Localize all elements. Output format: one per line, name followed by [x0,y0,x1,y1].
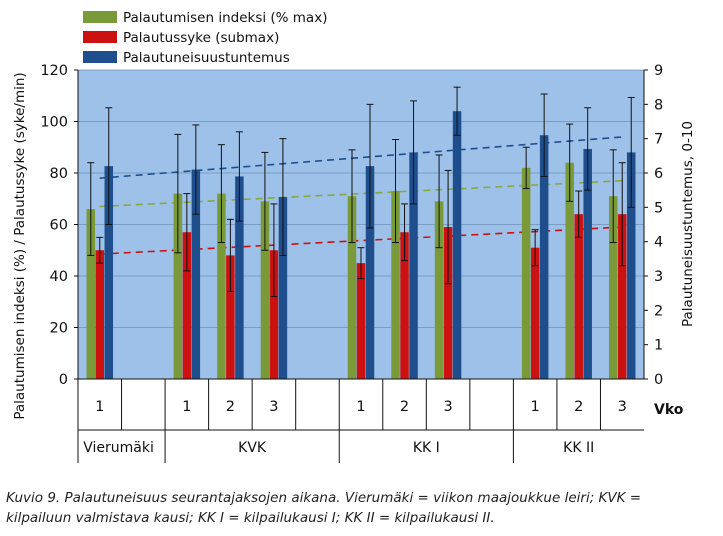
x-group-label: Vierumäki [83,440,154,456]
axes [77,70,645,463]
y-left-tick-label: 100 [40,115,68,131]
error-bars [87,86,635,298]
bar [565,162,574,379]
bar [583,148,592,379]
legend-label: Palautumisen indeksi (% max) [123,10,327,26]
x-axis-groups: Vierumäki KVK KK I KK II [83,440,594,456]
bar [173,193,183,379]
y-left-tick-label: 80 [50,166,68,182]
y-right-tick-label: 2 [654,303,663,319]
x-group-label: KVK [238,440,267,456]
y-right-tick-label: 9 [654,63,663,79]
x-axis-categories: 1 1 2 3 1 2 3 1 2 3 [95,399,627,415]
bar [269,250,279,379]
bar [608,196,618,379]
legend-label: Palautuneisuustuntemus [123,50,290,66]
legend: Palautumisen indeksi (% max) Palautussyke… [83,10,327,66]
legend-label: Palautussyke (submax) [123,30,279,46]
x-category-label: 3 [269,399,278,415]
bar [434,201,444,379]
bar [539,135,549,379]
bar [347,196,357,379]
x-category-label: 1 [531,399,540,415]
bar [217,193,226,379]
legend-swatch [83,51,117,63]
y-right-tick-label: 3 [654,269,663,285]
bar [226,255,235,379]
x-category-label: 1 [182,399,191,415]
bar [443,227,453,379]
x-category-label: 2 [400,399,409,415]
bar [400,232,409,379]
chart: Palautumisen indeksi (% max) Palautussyke… [12,10,696,463]
x-axis-label: Vko [654,402,684,418]
y-axis-right-ticks: 0 1 2 3 4 5 6 7 8 9 [644,63,663,388]
y-right-tick-label: 6 [654,166,663,182]
bar [626,152,636,379]
y-axis-right-label: Palautuneisuustuntemus, 0-10 [680,121,696,327]
x-category-label: 1 [95,399,104,415]
bar [191,169,201,379]
x-group-label: KK II [563,440,594,456]
y-right-tick-label: 1 [654,338,663,354]
bar [86,209,96,379]
y-axis-left-ticks: 0 20 40 60 80 100 120 [40,63,78,388]
y-left-tick-label: 60 [50,218,68,234]
bar [95,250,105,379]
bar [530,247,540,379]
legend-swatch [83,11,117,23]
bar [235,176,244,379]
bar [617,214,627,379]
legend-swatch [83,31,117,43]
bars [86,111,636,379]
bar [574,214,583,379]
y-right-tick-label: 7 [654,132,663,148]
x-category-label: 3 [618,399,627,415]
y-left-tick-label: 0 [59,372,68,388]
x-category-label: 1 [356,399,365,415]
x-category-label: 3 [443,399,452,415]
bar [521,167,531,379]
x-category-label: 2 [574,399,583,415]
figure-caption: Kuvio 9. Palautuneisuus seurantajaksojen… [6,490,642,526]
y-left-tick-label: 20 [50,321,68,337]
bar [278,197,288,379]
trendline [99,136,623,179]
bar [391,191,400,379]
x-category-label: 2 [226,399,235,415]
y-right-tick-label: 5 [654,200,663,216]
bar [182,232,192,379]
y-right-tick-label: 8 [654,97,663,113]
y-left-tick-label: 40 [50,269,68,285]
y-axis-left-label: Palautumisen indeksi (%) / Palautussyke … [12,72,28,419]
bar [104,166,114,379]
bar [356,263,366,379]
bar [365,166,375,379]
bar [409,152,418,379]
y-right-tick-label: 4 [654,235,663,251]
x-group-label: KK I [413,440,440,456]
y-right-tick-label: 0 [654,372,663,388]
y-left-tick-label: 120 [40,63,68,79]
bar [452,111,462,379]
bar [260,201,270,379]
